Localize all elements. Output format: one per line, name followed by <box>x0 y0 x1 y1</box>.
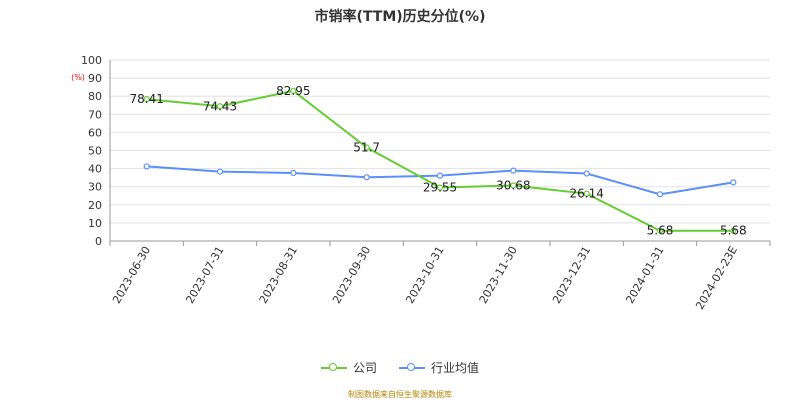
x-tick-label: 2023-09-30 <box>330 244 373 306</box>
x-tick-label: 2023-07-31 <box>183 244 226 306</box>
legend-item-company[interactable]: 公司 <box>320 359 377 376</box>
company-data-point <box>656 227 664 234</box>
industry-data-point <box>436 172 444 179</box>
company-data-label: 26.14 <box>569 187 603 201</box>
x-tick-label: 2024-02-23E <box>693 244 740 312</box>
y-tick-label: 50 <box>88 145 102 158</box>
y-tick-label: 80 <box>88 90 102 103</box>
y-tick-label: 20 <box>88 199 102 212</box>
y-tick-label: 70 <box>88 108 102 121</box>
company-data-point <box>583 190 590 197</box>
company-data-point <box>290 87 297 94</box>
company-data-point <box>363 144 370 151</box>
company-data-label: 30.68 <box>496 178 530 192</box>
industry-data-point <box>583 170 590 177</box>
industry-data-point <box>656 191 664 198</box>
x-tick-label: 2023-06-30 <box>110 244 153 306</box>
y-tick-label: 0 <box>95 235 102 248</box>
company-data-label: 5.68 <box>647 224 674 238</box>
source-note: 制图数据来自恒生聚源数据库 <box>348 390 452 399</box>
company-data-point <box>216 103 224 110</box>
y-tick-label: 90 <box>88 72 102 85</box>
x-tick-label: 2023-12-31 <box>550 244 593 306</box>
x-tick-label: 2023-11-30 <box>477 244 520 306</box>
y-tick-label: 10 <box>88 217 102 230</box>
company-data-label: 29.55 <box>423 181 457 195</box>
legend: 公司 行业均值 <box>0 359 800 376</box>
company-data-label: 82.95 <box>276 84 310 98</box>
company-data-point <box>143 95 150 103</box>
y-axis-unit-label: (%) <box>71 73 85 82</box>
legend-company-marker-icon <box>320 362 347 374</box>
legend-company-label: 公司 <box>352 361 377 375</box>
y-tick-label: 30 <box>88 181 102 194</box>
company-data-point <box>730 227 737 234</box>
y-tick-label: 60 <box>88 126 102 139</box>
legend-industry-marker-icon <box>399 362 425 374</box>
legend-item-industry[interactable]: 行业均值 <box>399 359 479 376</box>
y-tick-label: 40 <box>88 163 102 176</box>
company-data-label: 51.7 <box>353 140 380 154</box>
x-tick-label: 2023-10-31 <box>403 244 446 306</box>
company-data-label: 78.41 <box>129 92 163 106</box>
industry-data-point <box>290 169 297 177</box>
x-tick-label: 2023-08-31 <box>257 244 300 306</box>
industry-data-point <box>730 179 737 186</box>
company-data-label: 5.68 <box>720 224 747 238</box>
company-data-label: 74.43 <box>203 99 237 113</box>
industry-data-point <box>510 167 517 174</box>
legend-industry-label: 行业均值 <box>431 361 480 375</box>
company-data-point <box>510 182 517 189</box>
company-data-point <box>436 184 444 191</box>
industry-data-point <box>143 163 150 170</box>
industry-data-point <box>216 168 224 175</box>
y-tick-label: 100 <box>81 54 102 67</box>
chart-title: 市销率(TTM)历史分位(%) <box>314 9 486 25</box>
x-tick-label: 2024-01-31 <box>623 244 666 306</box>
industry-data-point <box>363 174 370 181</box>
